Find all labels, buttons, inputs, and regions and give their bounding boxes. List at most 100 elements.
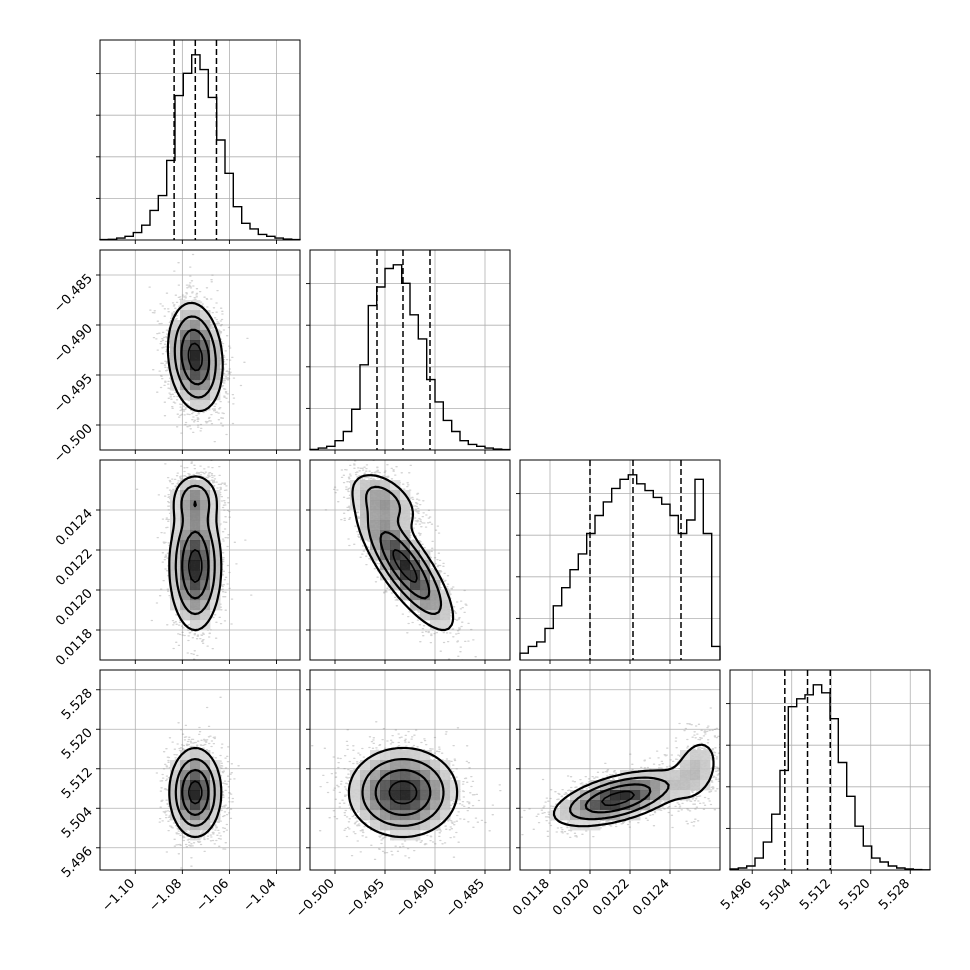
x-tick-label: 5.512 <box>797 876 834 913</box>
density-cell <box>180 560 191 571</box>
density-cell <box>180 550 191 561</box>
density-cell <box>380 490 391 501</box>
density-cell <box>200 510 211 521</box>
x-tick-label: −1.04 <box>241 876 280 915</box>
density-cell <box>190 300 201 311</box>
density-cell <box>380 800 391 811</box>
density-cell <box>400 790 411 801</box>
density-cell <box>380 530 391 541</box>
density-cell <box>400 760 411 771</box>
density-cell <box>430 610 441 621</box>
density-cell <box>630 770 641 781</box>
density-cell <box>200 820 211 831</box>
density-cell <box>170 500 181 511</box>
density-cell <box>180 750 191 761</box>
density-cell <box>210 810 221 821</box>
density-cell <box>420 790 431 801</box>
density-cell <box>410 540 421 551</box>
density-cell <box>350 490 361 501</box>
histogram-bin <box>427 380 435 450</box>
density-cell <box>200 810 211 821</box>
density-cell <box>620 770 631 781</box>
density-cell <box>380 790 391 801</box>
density-cell <box>180 500 191 511</box>
histogram-bin <box>637 484 645 660</box>
density-cell <box>410 560 421 571</box>
density-cell <box>680 790 691 801</box>
histogram-bin <box>570 570 578 660</box>
density-cell <box>420 600 431 611</box>
x-tick-label: 0.0122 <box>590 876 633 919</box>
density-cell <box>630 790 641 801</box>
density-cell <box>170 370 181 381</box>
histogram-bin <box>763 842 771 870</box>
density-cell <box>600 790 611 801</box>
density-cell <box>410 580 421 591</box>
density-cell <box>380 820 391 831</box>
density-cell <box>400 800 411 811</box>
density-cell <box>190 760 201 771</box>
contour-line <box>181 500 210 600</box>
density-cell <box>380 520 391 531</box>
density-cell <box>200 790 211 801</box>
density-cell <box>410 780 421 791</box>
panel-frame <box>519 669 721 871</box>
contour-line <box>174 484 216 616</box>
density-cell <box>370 490 381 501</box>
density-cell <box>410 550 421 561</box>
density-cell <box>420 810 431 821</box>
density-cell <box>420 820 431 831</box>
density-cell <box>180 380 191 391</box>
y-tick-label: 5.512 <box>59 765 96 802</box>
density-cell <box>430 820 441 831</box>
density-cell <box>390 490 401 501</box>
density-cell <box>610 810 621 821</box>
x-tick-label: −0.500 <box>293 876 338 921</box>
density-cell <box>670 770 681 781</box>
density-cell <box>370 820 381 831</box>
density-cell <box>180 820 191 831</box>
density-cell <box>410 750 421 761</box>
density-cell <box>170 540 181 551</box>
histogram-bin <box>797 699 805 870</box>
contour-line <box>601 790 635 807</box>
density-cell <box>180 790 191 801</box>
density-cell <box>190 560 201 571</box>
histogram-bin <box>250 229 258 240</box>
density-cell <box>180 610 191 621</box>
contour-line <box>188 549 203 583</box>
density-cell <box>180 770 191 781</box>
density-cell <box>400 520 411 531</box>
density-cell <box>210 540 221 551</box>
density-cell <box>180 480 191 491</box>
density-cell <box>420 770 431 781</box>
density-cell <box>180 360 191 371</box>
histogram-bin <box>520 653 528 660</box>
density-cell <box>380 510 391 521</box>
density-cell <box>400 750 411 761</box>
density-cell <box>190 770 201 781</box>
density-cell <box>430 770 441 781</box>
density-cell <box>430 810 441 821</box>
x-tick-label: −0.495 <box>343 876 388 921</box>
histogram-bin <box>545 628 553 660</box>
density-cell <box>390 750 401 761</box>
density-cell <box>390 550 401 561</box>
density-cell <box>200 780 211 791</box>
density-cell <box>370 810 381 821</box>
histogram-bin <box>468 444 476 450</box>
density-cell <box>410 790 421 801</box>
density-cell <box>450 780 461 791</box>
histogram-bin <box>620 479 628 660</box>
y-tick-label: 0.0122 <box>53 546 96 589</box>
density-cell <box>170 520 181 531</box>
density-cell <box>180 780 191 791</box>
contour-line <box>365 485 443 615</box>
density-cell <box>190 620 201 631</box>
density-cell <box>190 600 201 611</box>
density-cell <box>420 550 431 561</box>
density-cell <box>360 760 371 771</box>
density-cell <box>350 770 361 781</box>
x-tick-label: 5.520 <box>837 876 874 913</box>
